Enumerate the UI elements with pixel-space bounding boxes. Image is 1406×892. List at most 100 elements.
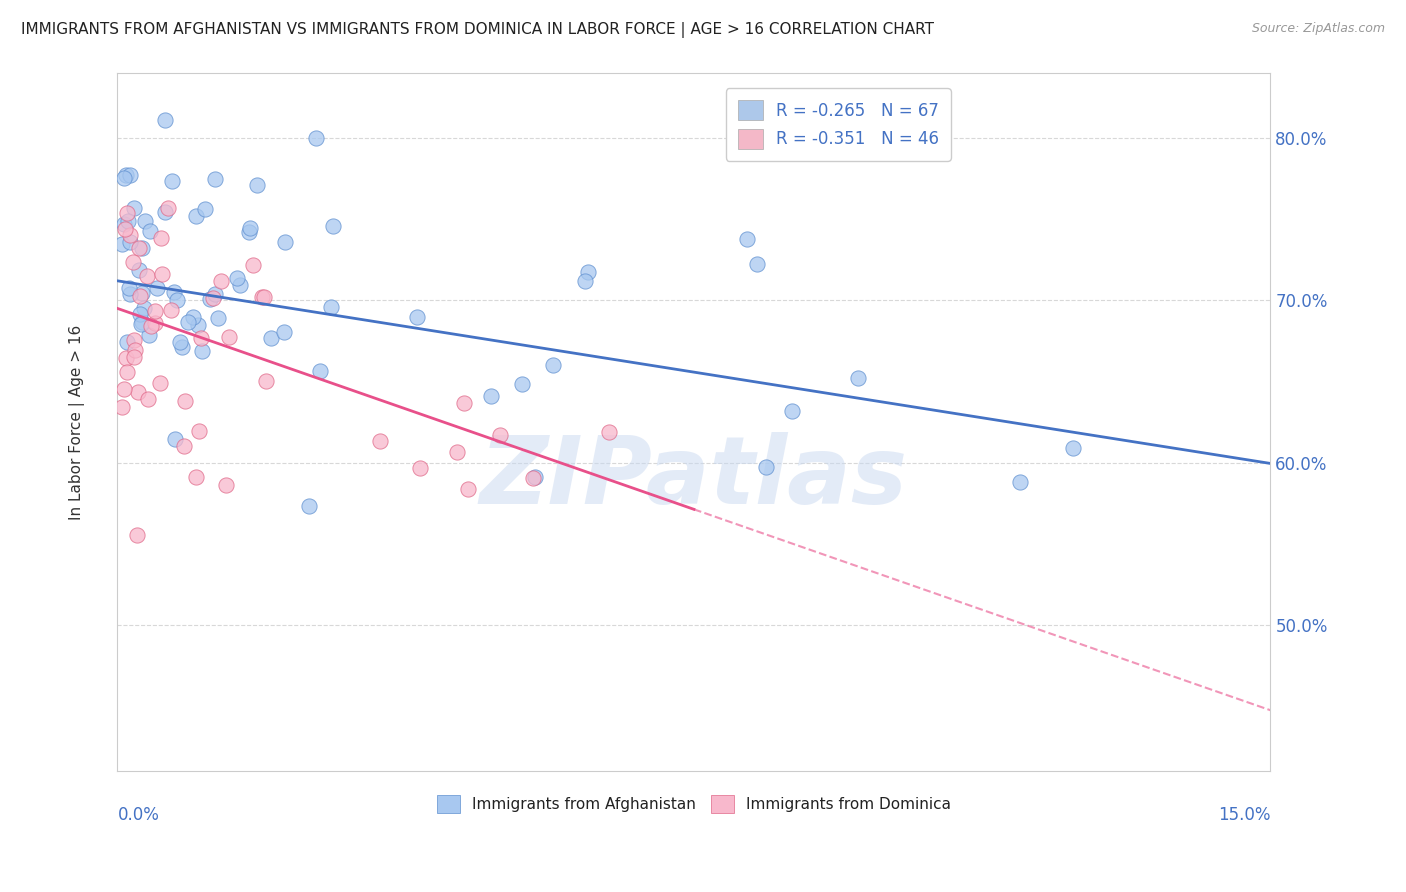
Point	[215, 477, 238, 491]
Point	[134, 214, 156, 228]
Point	[246, 178, 269, 192]
Point	[274, 235, 297, 249]
Point	[309, 364, 332, 378]
Point	[138, 327, 160, 342]
Point	[129, 307, 152, 321]
Point	[780, 403, 803, 417]
Point	[129, 317, 152, 331]
Point	[117, 206, 139, 220]
Point	[229, 278, 252, 293]
Point	[522, 471, 544, 485]
Point	[457, 482, 479, 496]
Point	[735, 232, 758, 246]
Point	[111, 400, 134, 414]
Point	[149, 231, 172, 245]
Point	[408, 461, 430, 475]
Point	[112, 217, 135, 231]
Point	[176, 315, 198, 329]
Point	[131, 285, 153, 300]
Point	[143, 304, 166, 318]
Point	[305, 131, 328, 145]
Point	[173, 439, 195, 453]
Point	[209, 274, 232, 288]
Point	[114, 222, 136, 236]
Point	[163, 432, 186, 446]
Point	[574, 273, 596, 287]
Point	[122, 254, 145, 268]
Point	[252, 290, 274, 304]
Point	[138, 224, 160, 238]
Point	[188, 424, 211, 438]
Point	[115, 351, 138, 366]
Point	[131, 316, 153, 330]
Text: ZIPatlas: ZIPatlas	[479, 432, 908, 524]
Point	[259, 331, 281, 345]
Text: In Labor Force | Age > 16: In Labor Force | Age > 16	[69, 325, 84, 520]
Point	[238, 225, 260, 239]
Point	[153, 205, 176, 219]
Text: 0.0%: 0.0%	[117, 806, 159, 824]
Text: 15.0%: 15.0%	[1218, 806, 1271, 824]
Point	[200, 292, 222, 306]
Point	[124, 343, 146, 358]
Point	[846, 371, 869, 385]
Point	[112, 382, 135, 396]
Point	[745, 257, 768, 271]
Point	[183, 310, 205, 324]
Point	[136, 392, 159, 406]
Point	[755, 460, 778, 475]
Point	[122, 333, 145, 347]
Point	[128, 289, 150, 303]
Point	[207, 310, 229, 325]
Point	[1062, 442, 1084, 456]
Point	[253, 290, 276, 304]
Point	[453, 395, 475, 409]
Point	[488, 427, 510, 442]
Point	[173, 394, 195, 409]
Point	[322, 219, 344, 233]
Point	[541, 359, 564, 373]
Point	[204, 287, 226, 301]
Point	[111, 237, 134, 252]
Point	[118, 168, 141, 182]
Point	[115, 334, 138, 349]
Point	[149, 376, 172, 391]
Point	[576, 264, 599, 278]
Point	[160, 303, 183, 318]
Point	[169, 335, 191, 350]
Point	[193, 202, 215, 216]
Point	[242, 258, 264, 272]
Point	[112, 171, 135, 186]
Point	[184, 209, 207, 223]
Point	[190, 331, 212, 345]
Point	[118, 281, 141, 295]
Point	[202, 291, 225, 305]
Text: IMMIGRANTS FROM AFGHANISTAN VS IMMIGRANTS FROM DOMINICA IN LABOR FORCE | AGE > 1: IMMIGRANTS FROM AFGHANISTAN VS IMMIGRANT…	[21, 22, 934, 38]
Point	[204, 172, 226, 186]
Legend: Immigrants from Afghanistan, Immigrants from Dominica: Immigrants from Afghanistan, Immigrants …	[430, 789, 957, 820]
Point	[122, 350, 145, 364]
Point	[145, 281, 167, 295]
Point	[162, 285, 184, 299]
Point	[136, 269, 159, 284]
Point	[273, 325, 295, 339]
Point	[254, 374, 277, 388]
Point	[406, 310, 429, 324]
Point	[118, 227, 141, 242]
Point	[131, 241, 153, 255]
Point	[150, 268, 173, 282]
Point	[153, 113, 176, 128]
Point	[446, 445, 468, 459]
Point	[218, 330, 240, 344]
Point	[166, 293, 188, 307]
Point	[115, 169, 138, 183]
Point	[128, 241, 150, 255]
Point	[127, 528, 149, 542]
Point	[117, 214, 139, 228]
Point	[127, 384, 149, 399]
Point	[298, 500, 321, 514]
Point	[319, 300, 342, 314]
Point	[239, 221, 262, 235]
Point	[122, 201, 145, 215]
Point	[1008, 475, 1031, 489]
